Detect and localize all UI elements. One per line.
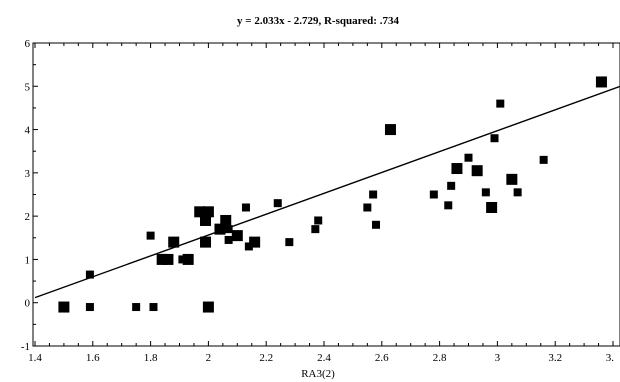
x-tick-label: 2.6 (375, 352, 389, 364)
y-tick-label: 3 (25, 168, 31, 180)
data-point (363, 203, 372, 212)
x-axis-label: RA3(2) (301, 368, 335, 380)
data-point (595, 76, 607, 88)
data-point (214, 223, 226, 235)
regression-line (34, 85, 620, 299)
data-point (146, 231, 155, 240)
data-point (444, 201, 453, 210)
x-tick-label: 2.2 (259, 352, 273, 364)
data-point (178, 255, 187, 264)
data-point (224, 225, 233, 234)
data-point (372, 220, 381, 229)
data-point (85, 270, 94, 279)
y-tick-label: -1 (21, 341, 30, 353)
data-point (220, 214, 232, 226)
data-point (464, 153, 473, 162)
data-point (202, 206, 214, 218)
data-point (168, 236, 180, 248)
data-point (202, 301, 214, 313)
x-tick-label: 3. (606, 352, 615, 364)
data-point (194, 206, 206, 218)
data-point (314, 216, 323, 225)
data-point (156, 253, 168, 265)
data-point (539, 155, 548, 164)
x-axis-ticks: 1.4 1.6 1.8 2 2.2 2.4 2.6 2.8 3 3.2 3. (28, 43, 614, 364)
y-tick-label: 1 (25, 254, 31, 266)
x-tick-label: 3 (495, 352, 501, 364)
x-tick-label: 2.4 (317, 352, 331, 364)
data-point (451, 163, 463, 175)
data-point (447, 181, 456, 190)
data-point (149, 303, 158, 312)
plot-area-frame (32, 42, 620, 347)
chart-title: y = 2.033x - 2.729, R-squared: .734 (237, 15, 399, 27)
data-point (486, 201, 498, 213)
x-tick-label: 1.4 (28, 352, 42, 364)
y-tick-label: 5 (25, 81, 31, 93)
x-tick-label: 3.2 (548, 352, 562, 364)
data-point (200, 236, 212, 248)
data-point (249, 236, 261, 248)
data-points (58, 76, 607, 313)
data-point (285, 238, 294, 247)
data-point (471, 165, 483, 177)
y-tick-label: 6 (25, 38, 31, 50)
data-point (481, 188, 490, 197)
data-point (244, 242, 253, 251)
y-axis-ticks: -1 0 1 2 3 4 5 6 (21, 38, 38, 353)
data-point (496, 99, 505, 108)
x-tick-label: 2 (206, 352, 212, 364)
data-point (182, 253, 194, 265)
y-tick-label: 0 (25, 298, 31, 310)
y-tick-label: 2 (25, 211, 31, 223)
x-tick-label: 1.8 (144, 352, 158, 364)
data-point (132, 303, 141, 312)
data-point (513, 188, 522, 197)
data-point (162, 253, 174, 265)
data-point (369, 190, 378, 199)
data-point (429, 190, 438, 199)
y-tick-label: 4 (25, 125, 31, 137)
data-point (490, 134, 499, 143)
x-tick-label: 1.6 (86, 352, 100, 364)
data-point (384, 124, 396, 136)
data-point (311, 225, 320, 234)
data-point (58, 301, 70, 313)
data-point (231, 230, 243, 242)
data-point (224, 235, 233, 244)
data-point (241, 203, 250, 212)
data-point (200, 214, 212, 226)
data-point (85, 303, 94, 312)
data-point (273, 199, 282, 208)
x-tick-label: 2.8 (433, 352, 447, 364)
data-point (506, 173, 518, 185)
